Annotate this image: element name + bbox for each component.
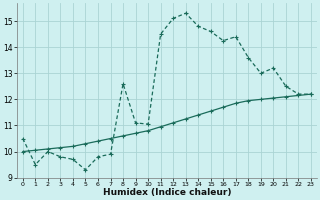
X-axis label: Humidex (Indice chaleur): Humidex (Indice chaleur) xyxy=(103,188,231,197)
